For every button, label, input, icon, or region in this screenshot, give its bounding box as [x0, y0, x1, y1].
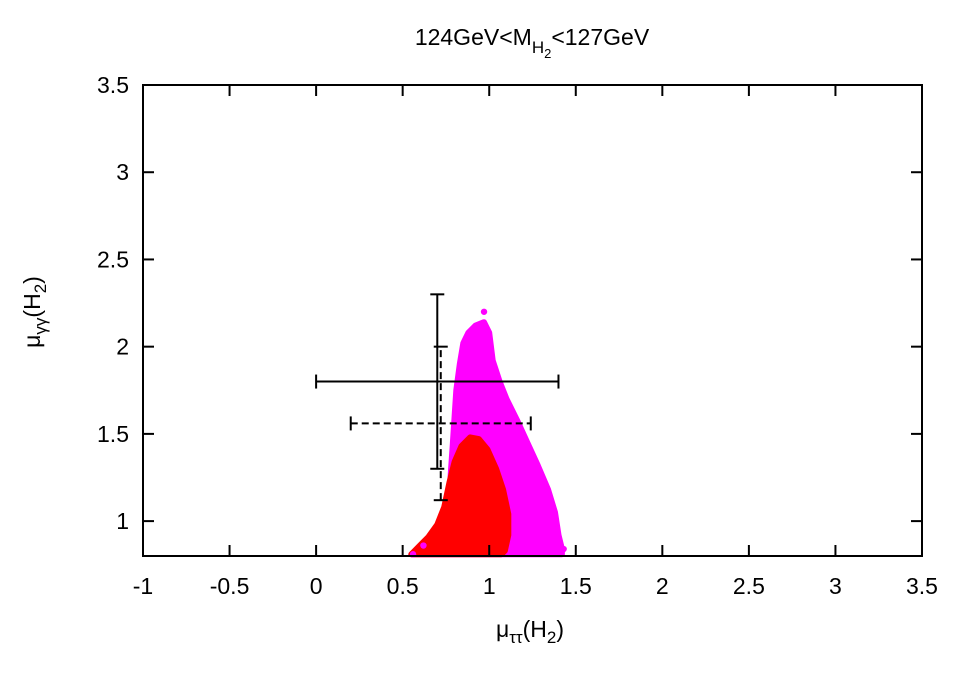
- x-tick-label: 0: [310, 573, 323, 599]
- y-tick-label: 2.5: [97, 246, 129, 272]
- x-tick-label: -1: [133, 573, 153, 599]
- x-axis-label: μττ(H2): [496, 616, 564, 647]
- x-tick-label: 1: [483, 573, 496, 599]
- y-tick-label: 1.5: [97, 421, 129, 447]
- y-tick-label: 2: [116, 334, 129, 360]
- scatter-point-0: [480, 308, 488, 315]
- x-tick-label: -0.5: [210, 573, 250, 599]
- chart-title: 124GeV<MH2<127GeV: [415, 24, 650, 61]
- x-tick-label: 2.5: [733, 573, 765, 599]
- plot-frame: [142, 84, 923, 557]
- x-tick-label: 3.5: [906, 573, 938, 599]
- scatter-point-2: [420, 542, 427, 549]
- x-tick-label: 3: [829, 573, 842, 599]
- y-tick-label: 3: [116, 159, 129, 185]
- y-tick-label: 1: [116, 508, 129, 534]
- scatter-region-1: [408, 434, 512, 558]
- y-axis-label: μγγ(H2): [19, 276, 50, 348]
- x-tick-label: 1.5: [560, 573, 592, 599]
- scatter-point-3: [560, 545, 567, 553]
- x-tick-label: 0.5: [387, 573, 419, 599]
- y-tick-label: 3.5: [97, 72, 129, 98]
- x-tick-label: 2: [656, 573, 669, 599]
